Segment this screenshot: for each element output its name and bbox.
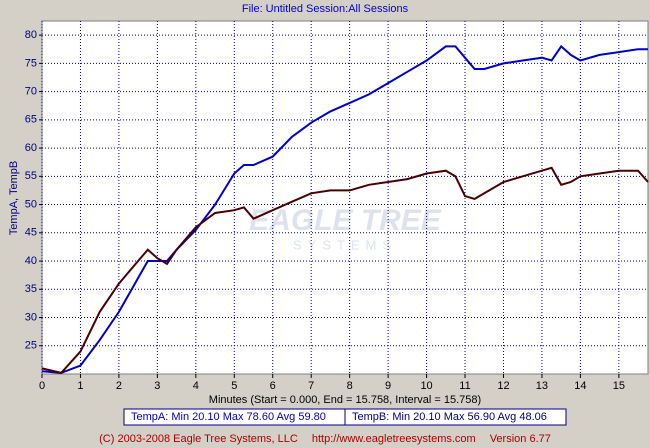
copyright: (C) 2003-2008 Eagle Tree Systems, LLC bbox=[99, 433, 298, 445]
y-tick-label: 40 bbox=[25, 255, 37, 267]
x-tick-label: 10 bbox=[420, 380, 432, 392]
x-tick-label: 13 bbox=[536, 380, 548, 392]
url: http://www.eagletreesystems.com bbox=[312, 433, 476, 445]
chart-title: File: Untitled Session:All Sessions bbox=[242, 3, 409, 15]
watermark-text: SYSTEMS bbox=[293, 237, 397, 252]
x-tick-label: 8 bbox=[347, 380, 353, 392]
x-tick-label: 3 bbox=[154, 380, 160, 392]
x-tick-label: 5 bbox=[231, 380, 237, 392]
x-tick-label: 15 bbox=[613, 380, 625, 392]
series-line bbox=[41, 166, 649, 375]
x-axis-label: Minutes (Start = 0.000, End = 15.758, In… bbox=[209, 394, 481, 406]
x-tick-label: 14 bbox=[574, 380, 586, 392]
x-tick-label: 7 bbox=[308, 380, 314, 392]
x-tick-label: 9 bbox=[385, 380, 391, 392]
x-tick-label: 1 bbox=[77, 380, 83, 392]
version: Version 6.77 bbox=[490, 433, 551, 445]
y-tick-label: 70 bbox=[25, 86, 37, 98]
x-tick-label: 0 bbox=[39, 380, 45, 392]
plot-area bbox=[41, 20, 649, 375]
x-tick-label: 11 bbox=[459, 380, 470, 392]
watermark: EAGLE TREE SYSTEMS bbox=[249, 204, 442, 253]
y-tick-label: 45 bbox=[25, 227, 37, 239]
series-line bbox=[41, 44, 648, 374]
y-tick-label: 55 bbox=[25, 170, 37, 182]
y-tick-label: 60 bbox=[25, 142, 37, 154]
watermark-text: EAGLE TREE bbox=[249, 204, 442, 237]
y-tick-label: 30 bbox=[25, 311, 37, 323]
x-tick-label: 12 bbox=[497, 380, 509, 392]
y-tick-label: 80 bbox=[25, 29, 37, 41]
footer: (C) 2003-2008 Eagle Tree Systems, LLC htt… bbox=[99, 433, 551, 445]
legend-label: TempB: Min 20.10 Max 56.90 Avg 48.06 bbox=[352, 411, 547, 423]
y-tick-label: 25 bbox=[25, 340, 37, 352]
y-tick-label: 50 bbox=[25, 198, 37, 210]
x-tick-label: 4 bbox=[193, 380, 199, 392]
x-tick-label: 2 bbox=[116, 380, 122, 392]
x-tick-label: 6 bbox=[270, 380, 276, 392]
y-tick-label: 35 bbox=[25, 283, 37, 295]
y-tick-label: 75 bbox=[25, 57, 37, 69]
legend-label: TempA: Min 20.10 Max 78.60 Avg 59.80 bbox=[131, 411, 326, 423]
y-axis-label: TempA, TempB bbox=[8, 161, 20, 235]
y-tick-label: 65 bbox=[25, 114, 37, 126]
